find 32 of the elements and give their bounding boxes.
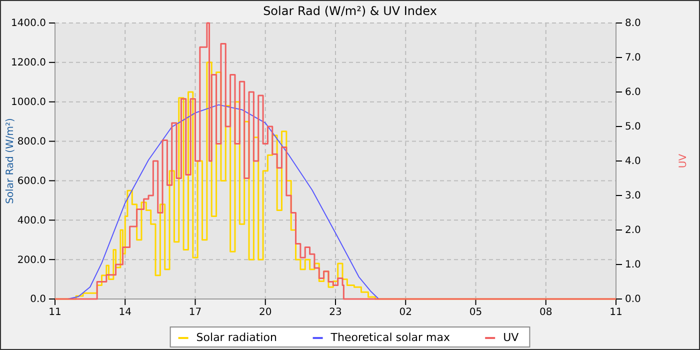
legend-label: Theoretical solar max <box>330 331 450 344</box>
y-tick-label: 200.0 <box>17 254 46 266</box>
x-tick-label: 11 <box>610 307 622 318</box>
y2-tick-label: 1.0 <box>625 260 641 271</box>
y2-tick-label: 7.0 <box>625 52 641 64</box>
legend-label: Solar radiation <box>196 331 277 344</box>
y2-tick-label: 5.0 <box>625 122 641 133</box>
x-tick-label: 08 <box>540 307 552 318</box>
y-tick-label: 1400.0 <box>11 18 46 30</box>
x-tick-label: 23 <box>329 307 342 318</box>
y2-tick-label: 6.0 <box>625 87 641 98</box>
y-axis-title: Solar Rad (W/m²) <box>5 118 16 204</box>
y2-tick-label: 2.0 <box>625 225 641 236</box>
y-tick-label: 0.0 <box>30 294 46 306</box>
y2-tick-label: 3.0 <box>625 190 641 202</box>
y-tick-label: 1200.0 <box>11 58 46 69</box>
y-tick-label: 600.0 <box>17 176 46 187</box>
y2-tick-label: 0.0 <box>625 294 641 306</box>
y-tick-label: 1000.0 <box>11 97 46 108</box>
x-tick-label: 11 <box>48 307 62 318</box>
chart-title: Solar Rad (W/m²) & UV Index <box>263 4 437 18</box>
x-tick-label: 02 <box>399 307 412 318</box>
legend-label: UV <box>503 331 520 344</box>
x-tick-label: 17 <box>188 307 202 318</box>
x-tick-label: 05 <box>469 307 482 318</box>
x-tick-label: 14 <box>118 307 132 318</box>
y2-axis-title: UV <box>678 154 689 168</box>
y-tick-label: 400.0 <box>17 215 46 226</box>
x-tick-label: 20 <box>259 307 272 318</box>
y2-tick-label: 4.0 <box>625 156 641 168</box>
y2-tick-label: 8.0 <box>625 18 641 30</box>
y-tick-label: 800.0 <box>17 136 46 148</box>
